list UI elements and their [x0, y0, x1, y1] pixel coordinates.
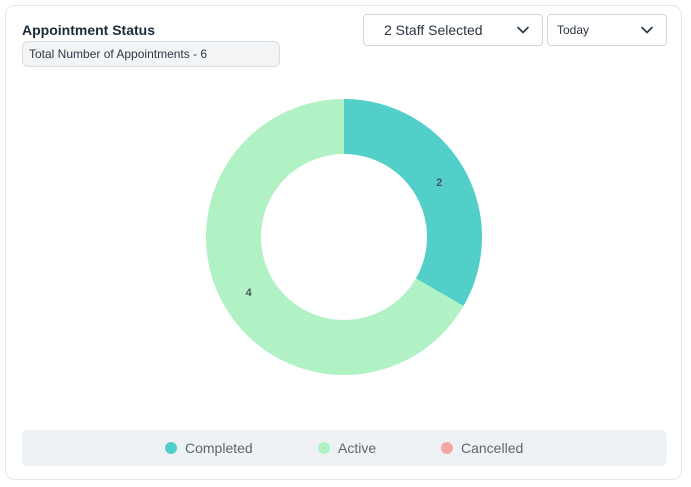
legend-item-active[interactable]: Active	[318, 430, 376, 466]
total-appointments-label: Total Number of Appointments - 6	[22, 41, 280, 67]
period-filter-value: Today	[557, 23, 590, 37]
widget-title: Appointment Status	[22, 22, 155, 38]
chevron-down-icon	[517, 26, 529, 34]
period-filter-dropdown[interactable]: Today	[547, 14, 667, 46]
legend-swatch-cancelled	[441, 442, 453, 454]
chevron-down-icon	[641, 26, 653, 34]
legend-item-cancelled[interactable]: Cancelled	[441, 430, 523, 466]
staff-filter-dropdown[interactable]: 2 Staff Selected	[363, 14, 543, 46]
legend-swatch-completed	[165, 442, 177, 454]
legend-label-active: Active	[338, 440, 377, 456]
legend-label-cancelled: Cancelled	[461, 440, 524, 456]
legend-item-completed[interactable]: Completed	[165, 430, 253, 466]
donut-slice-active[interactable]	[206, 99, 464, 375]
donut-data-label-active: 4	[246, 287, 253, 299]
staff-filter-value: 2 Staff Selected	[384, 22, 483, 38]
legend-swatch-active	[318, 442, 330, 454]
chart-legend: Completed Active Cancelled	[22, 430, 667, 466]
donut-data-label-completed: 2	[436, 177, 442, 189]
legend-label-completed: Completed	[185, 440, 253, 456]
donut-slice-completed[interactable]	[344, 99, 482, 306]
appointment-status-card	[5, 5, 682, 480]
